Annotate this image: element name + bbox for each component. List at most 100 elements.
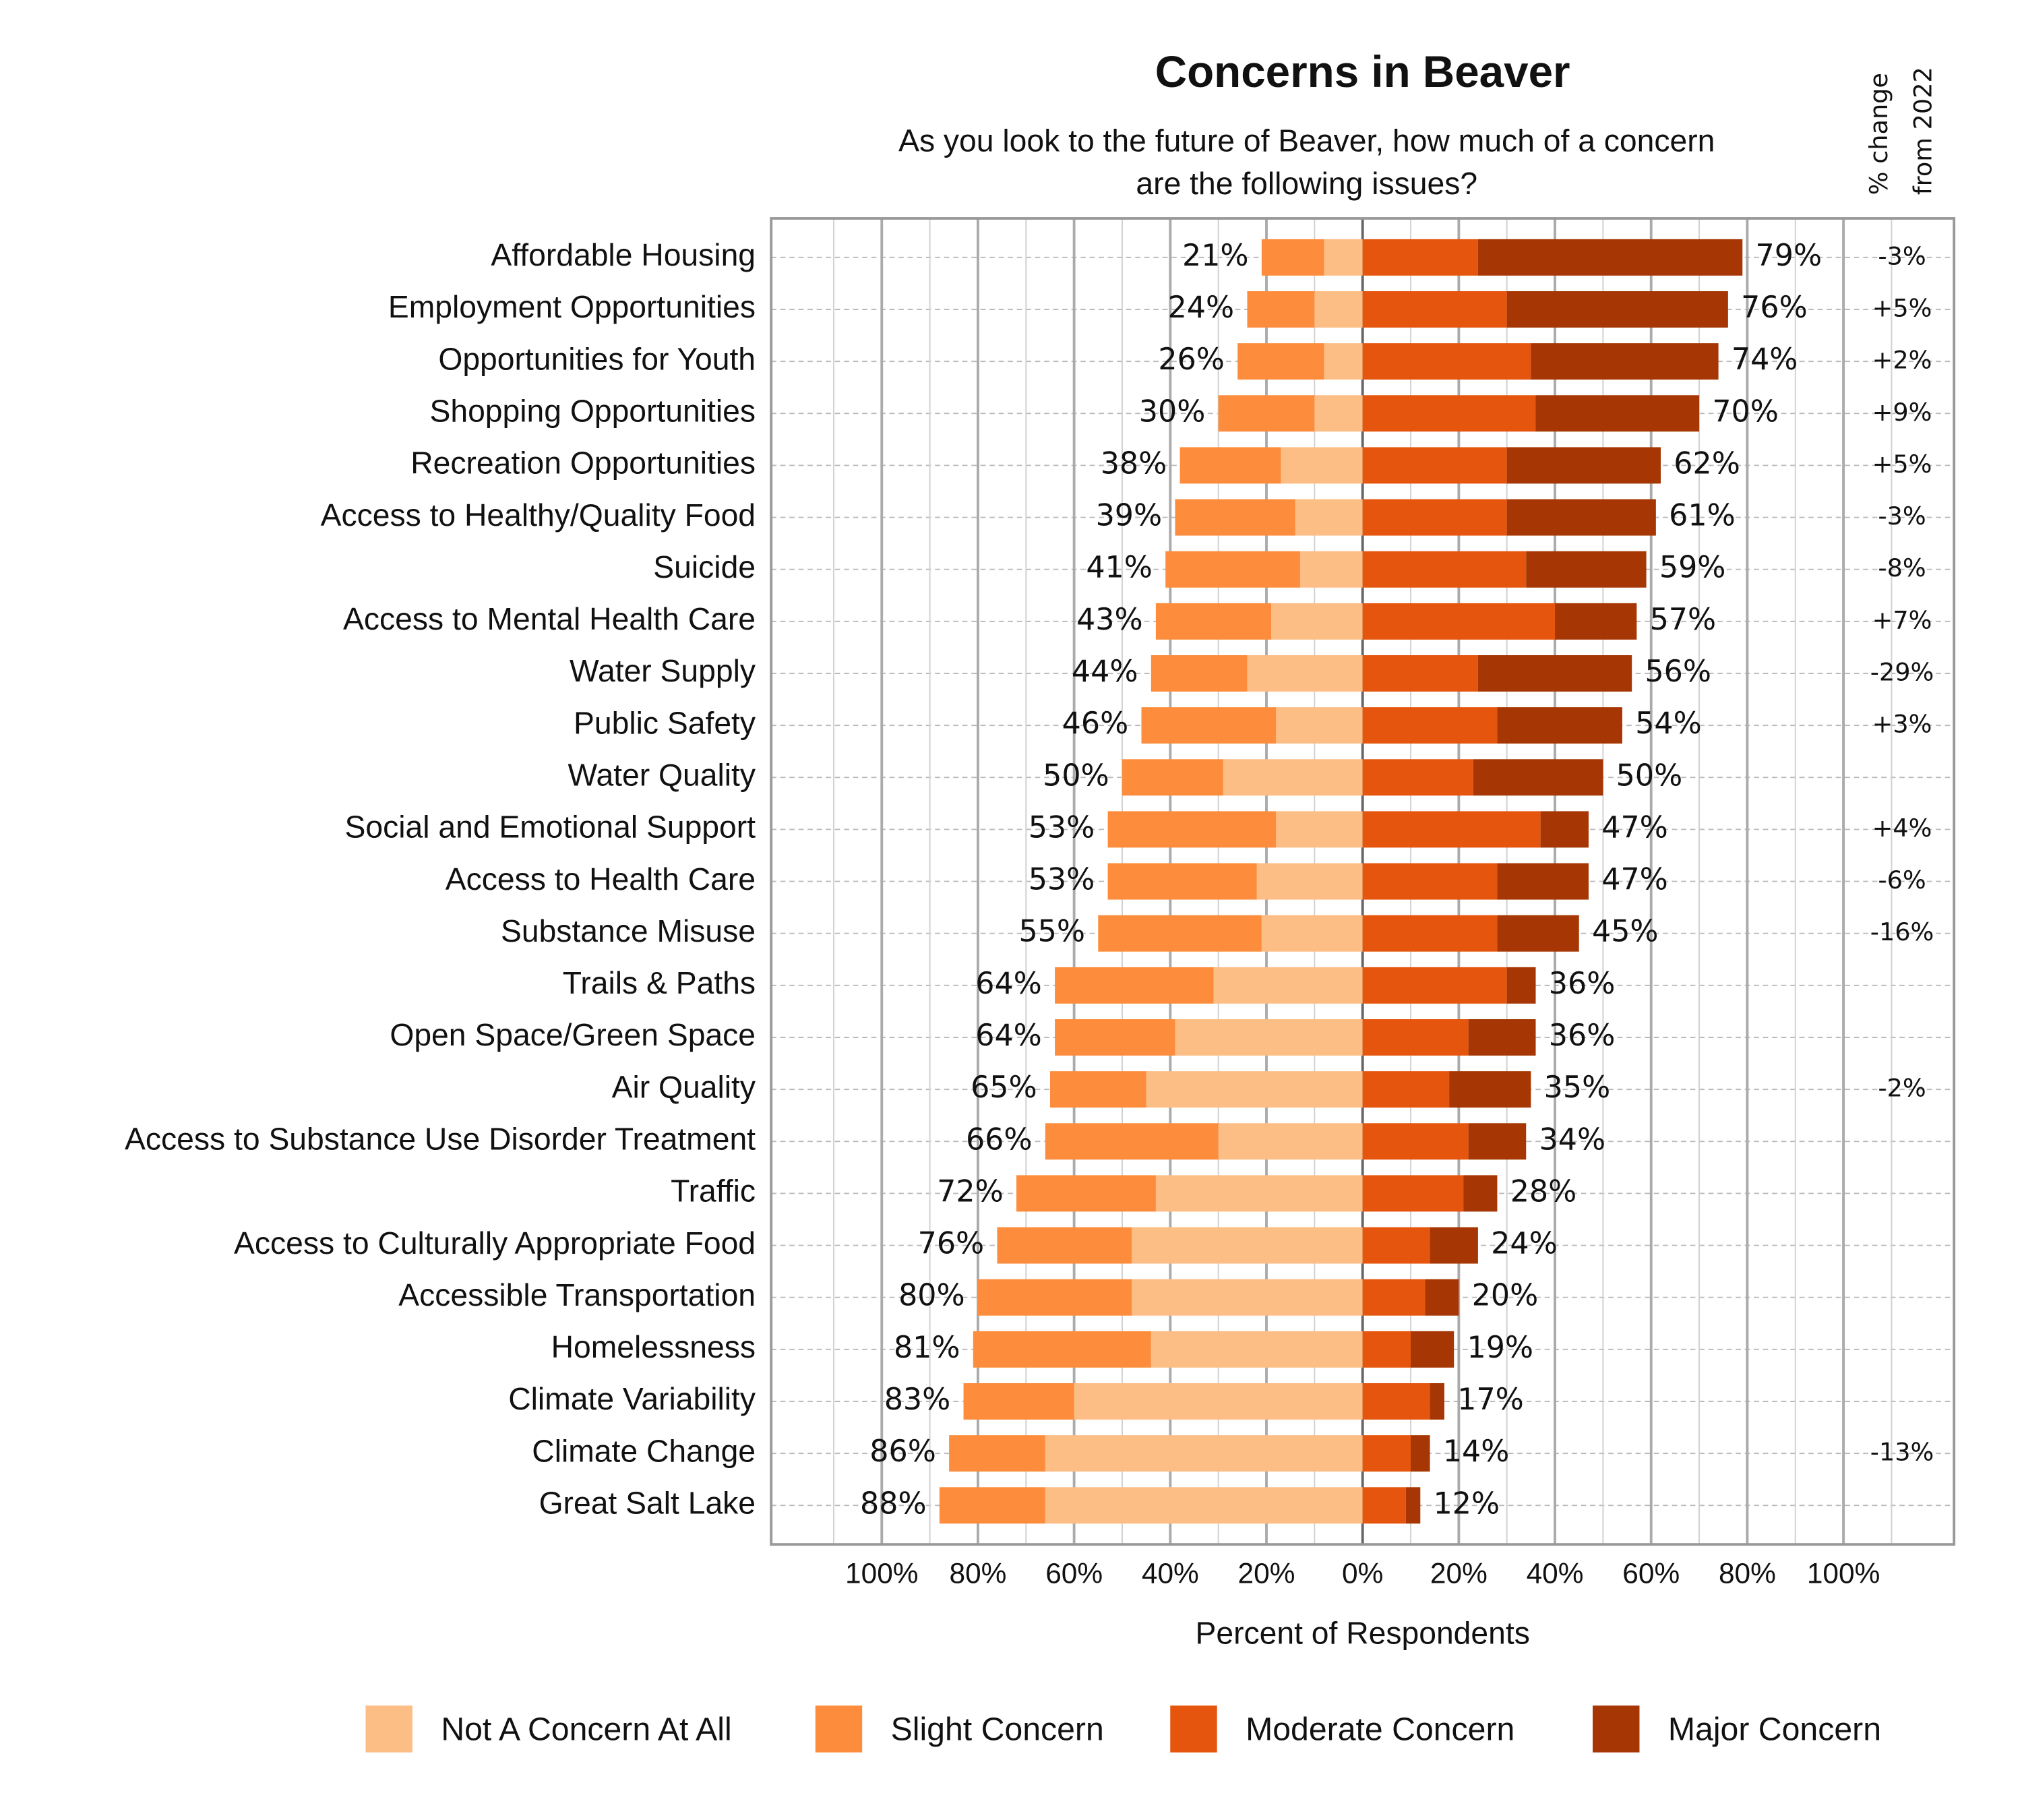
bar-segment (1425, 1279, 1459, 1316)
right-total-label: 76% (1741, 291, 1808, 325)
bar-segment (1497, 863, 1589, 900)
bar-segment (1271, 603, 1363, 640)
right-total-label: 12% (1434, 1486, 1500, 1521)
bar-segment (1540, 811, 1589, 848)
chart-title: Concerns in Beaver (1155, 47, 1570, 96)
bar-segment (1141, 707, 1277, 744)
bar-segment (1506, 967, 1536, 1004)
category-label: Open Space/Green Space (390, 1017, 756, 1052)
left-total-label: 26% (1158, 342, 1225, 377)
bar-segment (1016, 1175, 1156, 1212)
x-tick-label: 40% (1142, 1558, 1199, 1589)
left-total-label: 53% (1029, 810, 1095, 845)
category-label: Air Quality (612, 1069, 756, 1104)
left-total-label: 53% (1029, 863, 1095, 897)
bar-segment (1218, 1123, 1363, 1160)
change-label: -8% (1878, 553, 1926, 582)
bar-segment (1362, 291, 1507, 328)
left-total-label: 39% (1096, 499, 1163, 533)
right-total-label: 17% (1457, 1383, 1524, 1417)
bar-segment (1362, 343, 1531, 380)
bar-segment (1045, 1123, 1219, 1160)
bar-segment (1261, 915, 1363, 952)
left-total-label: 55% (1018, 915, 1085, 949)
bar-segment (1405, 1487, 1421, 1524)
legend-swatch (1593, 1705, 1640, 1753)
bar-segment (1362, 1383, 1430, 1420)
x-tick-label: 80% (1719, 1558, 1776, 1589)
right-total-label: 14% (1443, 1434, 1510, 1469)
category-label: Water Quality (568, 758, 756, 793)
right-total-label: 36% (1549, 1019, 1616, 1053)
bar-segment (1362, 1331, 1411, 1368)
change-label: +5% (1872, 450, 1932, 479)
bar-segment (1122, 759, 1223, 796)
bar-segment (1180, 447, 1281, 484)
right-total-label: 50% (1616, 758, 1683, 793)
right-total-label: 24% (1491, 1227, 1558, 1261)
right-total-label: 74% (1732, 342, 1798, 377)
change-label: +4% (1872, 814, 1932, 843)
bar-segment (1362, 395, 1536, 432)
bar-segment (1218, 395, 1315, 432)
bar-segment (1468, 1123, 1527, 1160)
x-tick-label: 60% (1045, 1558, 1103, 1589)
x-tick-label: 100% (1807, 1558, 1880, 1589)
left-total-label: 24% (1168, 291, 1235, 325)
legend-swatch (1170, 1705, 1217, 1753)
change-header: % change (1864, 73, 1893, 195)
right-total-label: 54% (1635, 706, 1702, 741)
category-label: Affordable Housing (491, 237, 756, 272)
bar-segment (1362, 1175, 1464, 1212)
change-label: +9% (1872, 398, 1932, 427)
left-total-label: 72% (937, 1174, 1004, 1209)
right-total-label: 47% (1601, 863, 1668, 897)
bar-segment (1074, 1383, 1363, 1420)
bar-segment (1468, 1019, 1536, 1056)
left-total-label: 76% (918, 1227, 985, 1261)
category-label: Shopping Opportunities (429, 394, 756, 429)
bar-segment (1362, 655, 1478, 692)
bar-segment (1247, 655, 1363, 692)
category-label: Great Salt Lake (539, 1486, 756, 1521)
bar-segment (1535, 395, 1700, 432)
left-total-label: 38% (1101, 446, 1167, 481)
legend-label: Not A Concern At All (441, 1711, 731, 1748)
bar-segment (1526, 551, 1647, 588)
legend-swatch (365, 1705, 412, 1753)
x-tick-label: 40% (1527, 1558, 1584, 1589)
chart-subtitle: As you look to the future of Beaver, how… (898, 123, 1715, 158)
bar-segment (1261, 239, 1324, 276)
bar-segment (1223, 759, 1363, 796)
change-label: -2% (1878, 1074, 1926, 1103)
bar-segment (1276, 707, 1363, 744)
bar-segment (997, 1227, 1132, 1264)
category-label: Trails & Paths (563, 965, 756, 1000)
x-axis-title: Percent of Respondents (1195, 1615, 1529, 1650)
legend-swatch (815, 1705, 863, 1753)
bar-segment (1237, 343, 1324, 380)
bar-segment (1132, 1227, 1363, 1264)
legend-label: Slight Concern (891, 1711, 1104, 1748)
bar-segment (1155, 1175, 1363, 1212)
bar-segment (1256, 863, 1363, 900)
left-total-label: 44% (1072, 655, 1138, 689)
bar-segment (1362, 447, 1507, 484)
left-total-label: 66% (966, 1122, 1033, 1157)
bar-segment (1430, 1227, 1478, 1264)
bar-segment (963, 1383, 1074, 1420)
left-total-label: 30% (1139, 394, 1206, 429)
category-label: Access to Healthy/Quality Food (321, 497, 756, 533)
category-label: Access to Substance Use Disorder Treatme… (125, 1122, 756, 1157)
left-total-label: 65% (971, 1070, 1037, 1105)
category-label: Water Supply (570, 653, 756, 688)
bar-segment (1107, 863, 1257, 900)
left-total-label: 83% (884, 1383, 951, 1417)
right-total-label: 79% (1756, 239, 1822, 273)
bar-segment (1098, 915, 1262, 952)
left-total-label: 21% (1182, 239, 1249, 273)
category-label: Access to Culturally Appropriate Food (234, 1225, 756, 1261)
bar-segment (1276, 811, 1363, 848)
x-tick-label: 20% (1238, 1558, 1295, 1589)
